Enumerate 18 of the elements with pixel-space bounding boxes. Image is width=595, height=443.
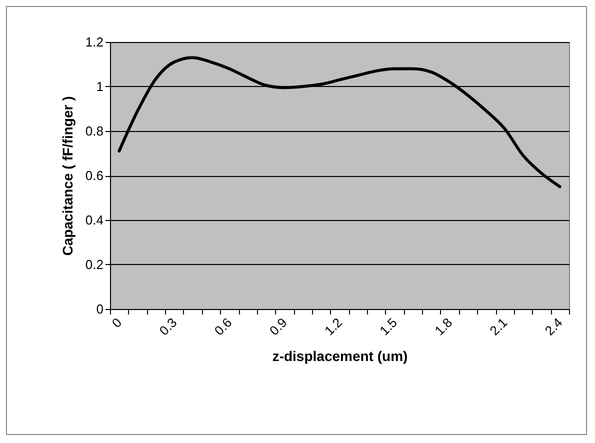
x-tick-label: 1.8: [432, 314, 456, 338]
y-tick-label: 1.2: [85, 34, 104, 50]
y-tick-label: 0.2: [85, 257, 104, 272]
y-tick-label: 1: [96, 79, 104, 94]
x-tick-label: 0.6: [211, 314, 235, 338]
y-tick-label: 0.6: [85, 168, 104, 183]
y-tick-label: 0.4: [85, 212, 104, 228]
x-tick-label: 0: [108, 314, 125, 331]
x-tick-label: 0.9: [266, 314, 290, 338]
x-tick-label: 1.2: [322, 314, 345, 338]
x-tick-label: 1.5: [376, 314, 400, 338]
y-axis-title: Capacitance ( fF/finger ): [59, 96, 76, 256]
y-tick-label: 0: [96, 302, 104, 316]
x-axis-title: z-displacement (um): [272, 348, 408, 364]
x-tick-label: 2.4: [542, 314, 566, 338]
y-tick-label: 0.8: [85, 124, 104, 138]
x-tick-label: 0.3: [156, 314, 180, 338]
x-tick-label: 2.1: [486, 314, 510, 338]
